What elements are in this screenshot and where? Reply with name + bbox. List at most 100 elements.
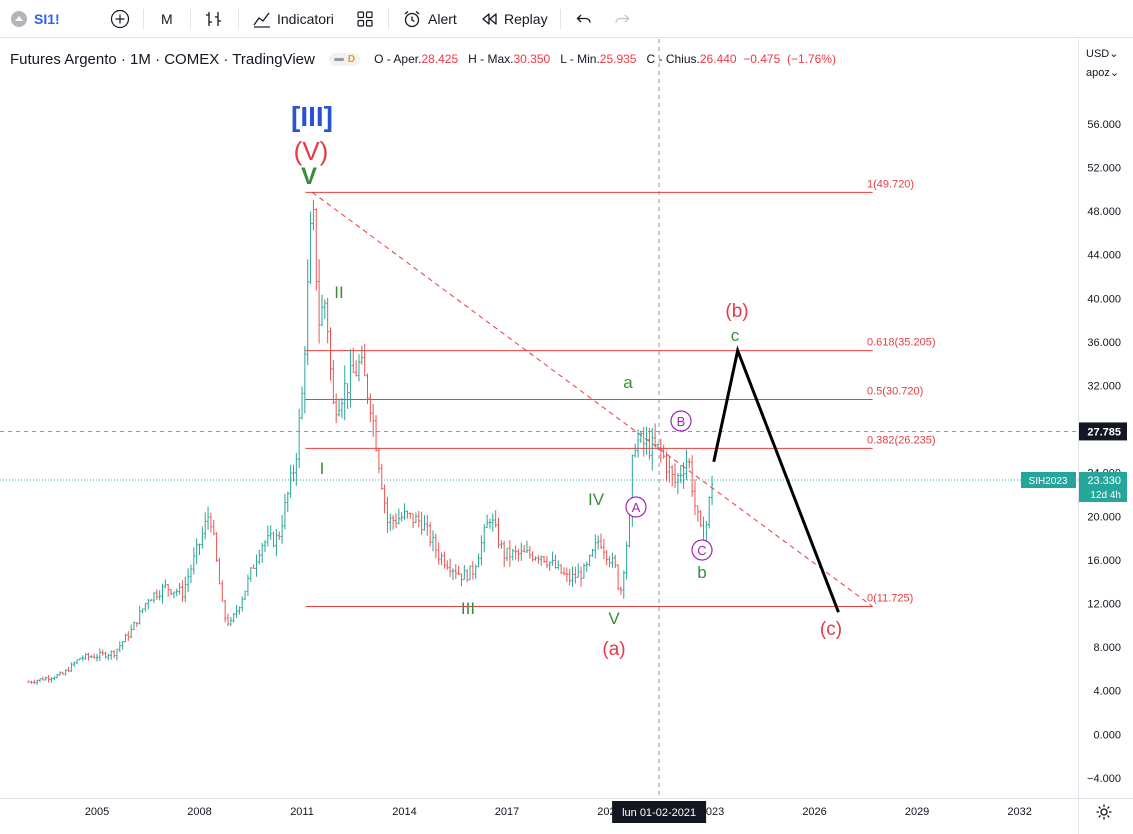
toolbar-divider — [190, 9, 191, 29]
wave-label-III-blue: [III] — [291, 101, 333, 132]
last-price-value: 23.330 — [1087, 475, 1121, 487]
replay-button[interactable]: Replay — [480, 0, 548, 38]
toolbar-divider — [238, 9, 239, 29]
crosshair-price-badge — [1079, 422, 1127, 441]
time-tick-label: 2005 — [85, 806, 109, 818]
undo-button[interactable] — [575, 0, 593, 38]
wave-label-V-red: (V) — [294, 136, 329, 166]
minus-icon — [333, 57, 344, 61]
close-value: 26.440 — [699, 52, 737, 66]
price-tick-label: 12.000 — [1087, 599, 1121, 611]
price-tick-label: −4.000 — [1087, 773, 1121, 785]
change-value: −0.475 — [743, 52, 781, 66]
price-tick-label: 0.000 — [1093, 729, 1121, 741]
layout-grid-icon — [357, 11, 373, 27]
wave-label-c-red: (c) — [820, 619, 842, 640]
time-tick-label: 2029 — [905, 806, 929, 818]
gear-icon — [1096, 804, 1112, 820]
price-tick-label: 56.000 — [1087, 119, 1121, 131]
data-source-badge[interactable]: D — [328, 52, 361, 66]
templates-button[interactable] — [356, 0, 374, 38]
alert-button[interactable]: Alert — [402, 0, 457, 38]
ohlc-values: O - Aper.28.425 H - Max.30.350 L - Min.2… — [374, 52, 836, 66]
redo-button[interactable] — [613, 0, 631, 38]
open-label: O - Aper. — [374, 52, 422, 66]
price-tick-label: 20.000 — [1087, 511, 1121, 523]
fib-level-label: 0(11.725) — [867, 592, 913, 604]
wave-label-A-circle: A — [632, 500, 641, 515]
wave-label-c-green: c — [731, 326, 740, 345]
toolbar-divider — [560, 9, 561, 29]
wave-label-A-circle-ring — [625, 496, 647, 518]
currency-selector[interactable]: USD⌄ — [1086, 48, 1119, 60]
compare-add-button[interactable] — [110, 0, 130, 38]
fibonacci-retracement[interactable]: 1(49.720) 0.618(35.205) 0.5(30.720) 0.382(2… — [305, 178, 936, 607]
interval-button[interactable]: M — [161, 0, 173, 38]
rewind-icon — [482, 13, 497, 25]
wave-label-B-circle-ring — [670, 410, 692, 432]
time-tick-label: 2026 — [802, 806, 826, 818]
wave-label-B-circle: B — [677, 414, 686, 429]
crosshair-date-badge — [612, 801, 707, 823]
replay-label: Replay — [504, 11, 548, 27]
interval-label: M — [161, 11, 173, 27]
wave-label-III: III — [461, 599, 475, 618]
indicators-label: Indicatori — [277, 11, 334, 27]
top-toolbar: SI1! M Indicatori Alert Replay — [0, 0, 1133, 38]
wave-label-V-bottom: V — [608, 609, 620, 628]
price-tick-label: 16.000 — [1087, 555, 1121, 567]
alarm-clock-icon — [404, 11, 420, 28]
wave-label-C-circle: C — [697, 543, 706, 558]
wave-label-b-red: (b) — [725, 301, 748, 322]
wave-label-b-green: b — [697, 563, 706, 582]
price-tick-label: 32.000 — [1087, 381, 1121, 393]
price-chart[interactable]: 1(49.720) 0.618(35.205) 0.5(30.720) 0.382(2… — [0, 39, 1133, 834]
change-percent: (−1.76%) — [786, 52, 836, 66]
elliott-projection-path — [712, 345, 840, 613]
open-value: 28.425 — [421, 52, 459, 66]
chart-settings-button[interactable] — [1095, 803, 1113, 826]
price-tick-label: 48.000 — [1087, 206, 1121, 218]
price-tick-label: 52.000 — [1087, 163, 1121, 175]
price-tick-label: 44.000 — [1087, 250, 1121, 262]
undo-icon — [576, 14, 591, 23]
toolbar-divider — [388, 9, 389, 29]
fib-level-label: 0.618(35.205) — [867, 337, 936, 349]
scale-mode-label: apoz — [1086, 67, 1110, 79]
close-label: C - Chius. — [646, 52, 700, 66]
wave-label-I: I — [320, 459, 325, 478]
chart-type-button[interactable] — [204, 0, 224, 38]
indicators-icon — [253, 12, 270, 28]
alert-label: Alert — [428, 11, 457, 27]
wave-label-V-green: V — [301, 163, 317, 190]
indicators-button[interactable]: Indicatori — [252, 0, 334, 38]
time-tick-label: 2008 — [187, 806, 211, 818]
legend-title[interactable]: Futures Argento · 1M · COMEX · TradingVi… — [10, 50, 315, 68]
crosshair-date-value: lun 01-02-2021 — [622, 807, 696, 819]
low-value: 25.935 — [599, 52, 637, 66]
wave-label-IV: IV — [588, 490, 605, 509]
wave-label-a-red: (a) — [602, 639, 625, 660]
fib-level-label: 0.5(30.720) — [867, 385, 923, 397]
currency-label: USD — [1086, 48, 1110, 60]
symbol-search-button[interactable]: SI1! — [10, 0, 60, 38]
price-tick-label: 40.000 — [1087, 293, 1121, 305]
price-tick-label: 36.000 — [1087, 337, 1121, 349]
candles-layer — [27, 199, 714, 685]
time-tick-label: 2017 — [495, 806, 519, 818]
series-legend: Futures Argento · 1M · COMEX · TradingVi… — [10, 46, 836, 72]
delayed-badge-letter: D — [347, 53, 356, 65]
silver-coin-icon — [11, 11, 27, 27]
fib-level-label: 1(49.720) — [867, 178, 914, 190]
wave-label-II: II — [334, 283, 343, 302]
price-tick-label: 4.000 — [1093, 686, 1121, 698]
symbol-name-badge — [1021, 472, 1076, 489]
fib-trendline[interactable] — [311, 191, 873, 607]
scale-mode-selector[interactable]: apoz⌄ — [1086, 67, 1120, 79]
time-tick-label: 2011 — [290, 806, 314, 818]
toolbar-divider — [143, 9, 144, 29]
plus-circle-icon — [110, 9, 130, 29]
high-value: 30.350 — [513, 52, 551, 66]
last-price-badge — [1079, 472, 1127, 503]
bars-chart-icon — [206, 12, 221, 26]
